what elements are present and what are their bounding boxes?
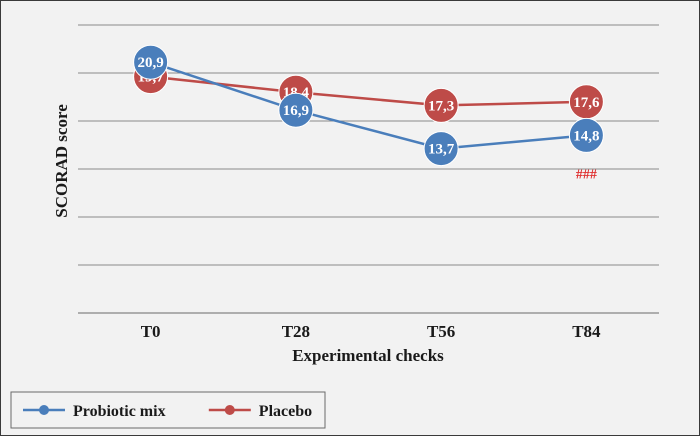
- data-point: [278, 92, 314, 128]
- data-point: [423, 87, 459, 123]
- data-point: [133, 44, 169, 80]
- data-label: 13,7: [428, 142, 455, 158]
- legend-label: Probiotic mix: [73, 403, 166, 420]
- legend-marker: [224, 405, 235, 415]
- x-tick-label: T0: [141, 322, 161, 341]
- x-axis-title: Experimental checks: [292, 346, 444, 365]
- series-line: [150, 61, 587, 150]
- x-tick-label: T56: [427, 322, 455, 341]
- data-label: 17,6: [573, 95, 600, 111]
- gridlines: [78, 24, 659, 314]
- data-point: [568, 117, 604, 153]
- data-label: 17,3: [428, 98, 454, 114]
- data-label: 14,8: [573, 128, 599, 144]
- series-layer: 19,718,417,317,620,916,913,714,8: [133, 44, 604, 167]
- x-tick-labels: T0 T28 T56 T84: [141, 322, 601, 341]
- y-axis-title: SCORAD score: [52, 104, 71, 218]
- data-label: 20,9: [138, 55, 164, 71]
- x-tick-label: T84: [572, 322, 601, 341]
- significance-annotation: ###: [576, 167, 597, 182]
- annotation-layer: ###: [576, 167, 597, 182]
- data-point: [423, 131, 459, 167]
- series-line: [150, 75, 587, 107]
- data-label: 16,9: [283, 103, 309, 119]
- x-tick-label: T28: [282, 322, 310, 341]
- legend-marker: [39, 405, 49, 415]
- legend-label: Placebo: [259, 403, 312, 420]
- legend: Probiotic mix Placebo: [10, 391, 326, 429]
